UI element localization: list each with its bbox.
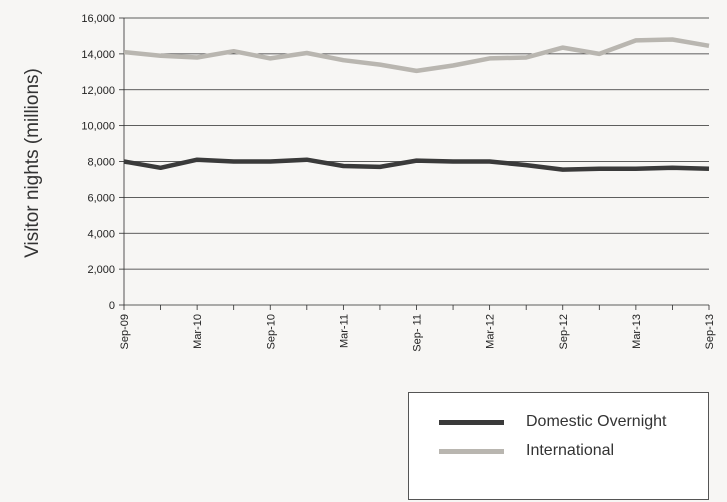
series-line-international xyxy=(123,37,710,74)
x-tick-label: Mar-13 xyxy=(631,314,643,349)
legend-swatch-international xyxy=(439,448,504,454)
y-axis-ticks: 0 2,000 4,000 6,000 8,000 10,000 12,000 14,000 1… xyxy=(81,13,124,312)
y-tick-label: 8,000 xyxy=(87,157,115,169)
legend-label-domestic: Domestic Overnight xyxy=(526,413,667,430)
legend-swatch-domestic xyxy=(439,419,504,425)
y-tick-label: 14,000 xyxy=(81,49,115,61)
line-chart: 0 2,000 4,000 6,000 8,000 10,000 12,000 14,000 1… xyxy=(22,13,716,352)
y-axis-title: Visitor nights (millions) xyxy=(22,68,43,258)
y-tick-label: 2,000 xyxy=(87,264,115,276)
x-tick-label: Sep-12 xyxy=(558,314,570,349)
x-tick-label: Sep- 11 xyxy=(412,314,424,352)
x-tick-label: Mar-11 xyxy=(338,314,350,348)
y-tick-label: 0 xyxy=(109,300,115,312)
legend: Domestic Overnight International xyxy=(408,392,709,500)
x-axis-ticks: Sep-09 Mar-10 Sep-10 Mar-11 Sep- 11 Mar-12 Sep… xyxy=(119,305,716,352)
y-tick-label: 16,000 xyxy=(81,13,115,25)
y-tick-label: 10,000 xyxy=(81,121,115,133)
x-tick-label: Mar-12 xyxy=(485,314,497,349)
x-tick-label: Sep-09 xyxy=(119,314,131,349)
x-tick-label: Sep-10 xyxy=(265,314,277,349)
series-lines xyxy=(123,37,710,172)
x-tick-label: Mar-10 xyxy=(192,314,204,349)
y-tick-label: 4,000 xyxy=(87,228,115,240)
y-tick-label: 12,000 xyxy=(81,85,115,97)
legend-item-domestic: Domestic Overnight xyxy=(439,412,667,432)
legend-label-international: International xyxy=(526,442,615,459)
legend-item-international: International xyxy=(439,441,614,461)
x-tick-label: Sep-13 xyxy=(704,314,716,349)
y-tick-label: 6,000 xyxy=(87,192,115,204)
series-line-domestic xyxy=(123,157,710,172)
